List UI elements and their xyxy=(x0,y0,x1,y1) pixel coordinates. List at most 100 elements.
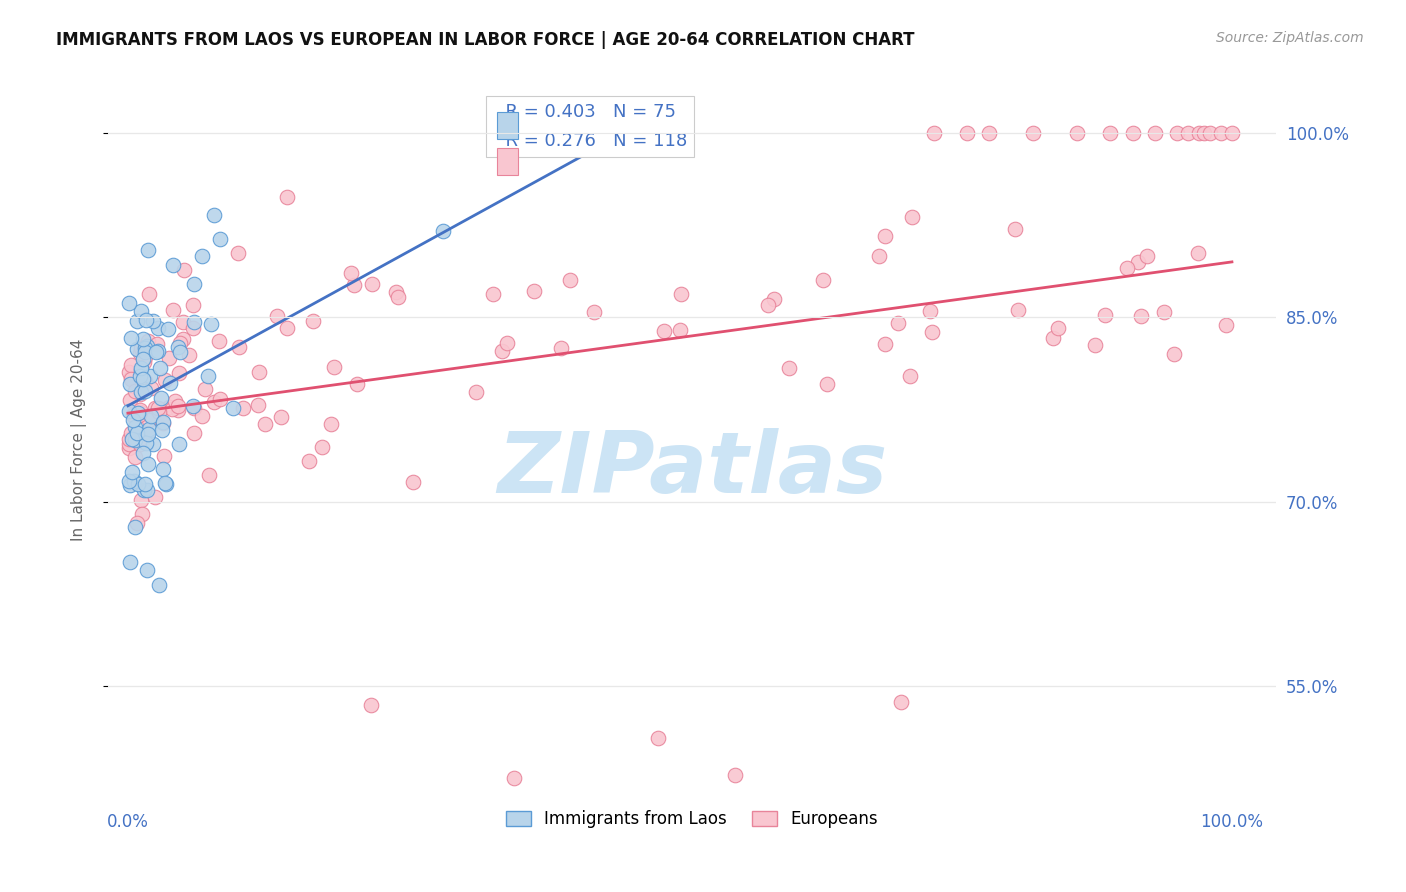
Point xyxy=(129,341,152,355)
Point xyxy=(1046,321,1069,335)
FancyBboxPatch shape xyxy=(498,148,517,176)
Point xyxy=(652,324,675,338)
Point xyxy=(138,287,160,301)
Point xyxy=(226,245,249,260)
Point xyxy=(1136,249,1159,263)
Point xyxy=(128,408,150,422)
Point xyxy=(222,401,245,415)
Point xyxy=(136,334,159,348)
Point xyxy=(152,415,174,429)
Point xyxy=(125,342,148,356)
Point xyxy=(360,698,382,712)
Point xyxy=(152,462,174,476)
Point xyxy=(148,405,170,419)
Point xyxy=(118,365,141,379)
Point xyxy=(270,409,292,424)
Point xyxy=(956,126,979,140)
Point xyxy=(165,394,187,409)
Point xyxy=(127,314,149,328)
Point xyxy=(1143,126,1166,140)
Point xyxy=(135,426,157,441)
Point xyxy=(503,772,526,786)
Point xyxy=(208,334,231,349)
Point xyxy=(183,425,205,440)
Point xyxy=(142,436,165,450)
Point xyxy=(134,384,156,399)
Point xyxy=(1187,245,1209,260)
Point xyxy=(778,361,800,376)
Point xyxy=(124,433,146,447)
Point xyxy=(134,345,156,359)
Point xyxy=(118,404,141,418)
Point xyxy=(124,384,146,398)
Point xyxy=(297,454,319,468)
Point xyxy=(167,437,190,451)
Point xyxy=(464,384,486,399)
Point xyxy=(1130,309,1153,323)
Point xyxy=(1163,347,1185,361)
Point xyxy=(183,277,205,292)
Point xyxy=(1066,126,1088,140)
Point xyxy=(150,423,173,437)
Point xyxy=(763,292,786,306)
Point xyxy=(583,305,606,319)
Point xyxy=(167,340,190,354)
Point xyxy=(1188,126,1211,140)
Point xyxy=(724,767,747,781)
Point xyxy=(385,285,408,299)
Point xyxy=(132,332,155,346)
Point xyxy=(152,417,174,431)
Point xyxy=(346,377,368,392)
Point xyxy=(172,333,194,347)
Point xyxy=(120,432,142,446)
Legend: Immigrants from Laos, Europeans: Immigrants from Laos, Europeans xyxy=(499,803,884,835)
Point xyxy=(142,314,165,328)
Point xyxy=(167,399,190,413)
Point xyxy=(118,555,141,569)
Point xyxy=(146,401,169,415)
Point xyxy=(183,401,205,416)
Point xyxy=(120,369,142,384)
Point xyxy=(159,376,181,391)
Point xyxy=(120,331,142,345)
Point xyxy=(118,441,141,455)
Point xyxy=(141,409,163,423)
Point xyxy=(129,369,152,384)
Point xyxy=(266,310,288,324)
Point xyxy=(181,298,204,312)
Point xyxy=(1220,126,1243,140)
Point xyxy=(302,313,325,327)
Point xyxy=(134,350,156,364)
Point xyxy=(491,344,513,359)
Point xyxy=(247,398,270,412)
Text: Source: ZipAtlas.com: Source: ZipAtlas.com xyxy=(1216,31,1364,45)
Point xyxy=(619,128,641,143)
Point xyxy=(132,352,155,367)
Point xyxy=(127,477,149,491)
Point xyxy=(138,422,160,436)
Point xyxy=(1116,261,1139,276)
Point xyxy=(118,295,141,310)
Point xyxy=(129,403,152,417)
Point xyxy=(129,387,152,401)
Point xyxy=(249,365,271,379)
Point xyxy=(120,478,142,492)
Point xyxy=(157,322,180,336)
Point xyxy=(129,493,152,508)
Y-axis label: In Labor Force | Age 20-64: In Labor Force | Age 20-64 xyxy=(72,339,87,541)
Point xyxy=(523,284,546,298)
Point xyxy=(503,132,526,146)
Point xyxy=(169,345,191,359)
Point xyxy=(669,322,692,336)
Point xyxy=(120,425,142,440)
Point xyxy=(129,346,152,360)
Point xyxy=(343,278,366,293)
Point xyxy=(131,445,153,459)
Point xyxy=(813,273,835,287)
Point xyxy=(402,475,425,489)
Point xyxy=(155,476,177,491)
Point xyxy=(125,425,148,440)
Point xyxy=(669,287,692,301)
Point xyxy=(162,258,184,272)
Point xyxy=(120,372,142,386)
